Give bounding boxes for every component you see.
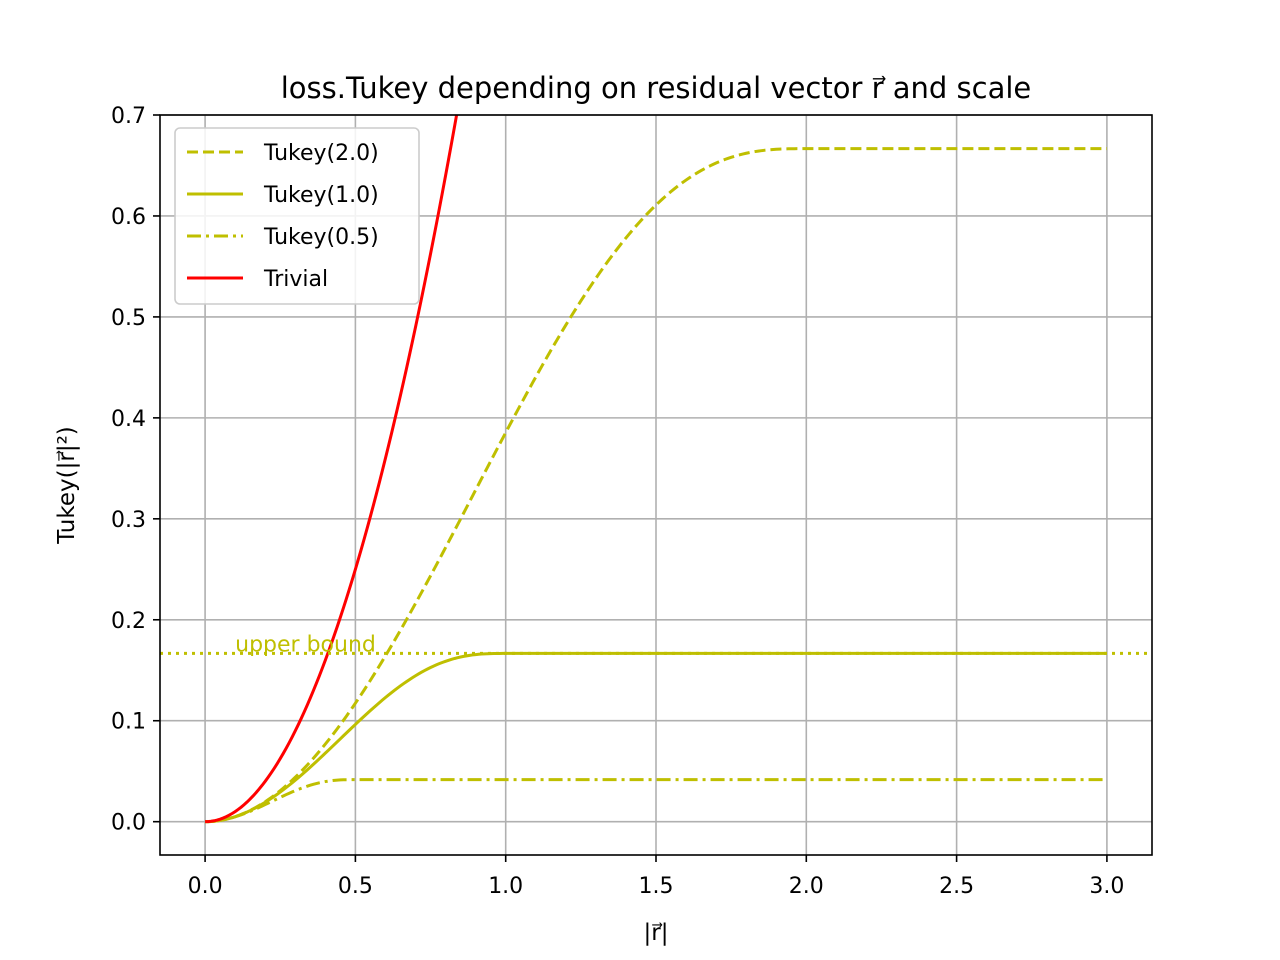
x-tick-label-4: 2.0 [789,874,824,899]
ticks: 0.0 0.5 1.0 1.5 2.0 2.5 3.0 0.0 0.1 0.2 0.3 0.4 0.5 0… [111,104,1124,899]
series-line-3 [205,115,459,824]
legend-label-2: Tukey(0.5) [263,225,379,250]
legend: Tukey(2.0) Tukey(1.0) Tukey(0.5) Trivial [174,127,420,305]
x-tick-label-2: 1.0 [488,874,523,899]
series-line-2 [205,778,1107,824]
legend-label-3: Trivial [263,267,328,292]
y-axis-label: Tukey(|r⃗|²) [54,426,80,545]
y-tick-label-0: 0.0 [111,811,146,836]
y-tick-label-6: 0.6 [111,205,146,230]
y-tick-label-5: 0.5 [111,306,146,331]
series-line-0 [205,147,1107,824]
y-tick-label-4: 0.4 [111,407,146,432]
chart-title: loss.Tukey depending on residual vector … [281,71,1032,105]
legend-box [174,127,420,305]
x-axis-label: |r⃗| [644,920,669,946]
y-tick-label-7: 0.7 [111,104,146,129]
legend-label-0: Tukey(2.0) [263,141,379,166]
grid [160,114,1152,855]
x-tick-label-6: 3.0 [1089,874,1124,899]
y-tick-label-2: 0.2 [111,609,146,634]
y-tick-label-1: 0.1 [111,710,146,735]
x-tick-label-0: 0.0 [188,874,223,899]
annotation-group: upper bound [160,632,1152,657]
x-tick-label-1: 0.5 [338,874,373,899]
x-tick-label-5: 2.5 [939,874,974,899]
x-tick-label-3: 1.5 [639,874,674,899]
annotation-0: upper bound [235,632,376,657]
y-tick-label-3: 0.3 [111,508,146,533]
legend-label-1: Tukey(1.0) [263,183,379,208]
